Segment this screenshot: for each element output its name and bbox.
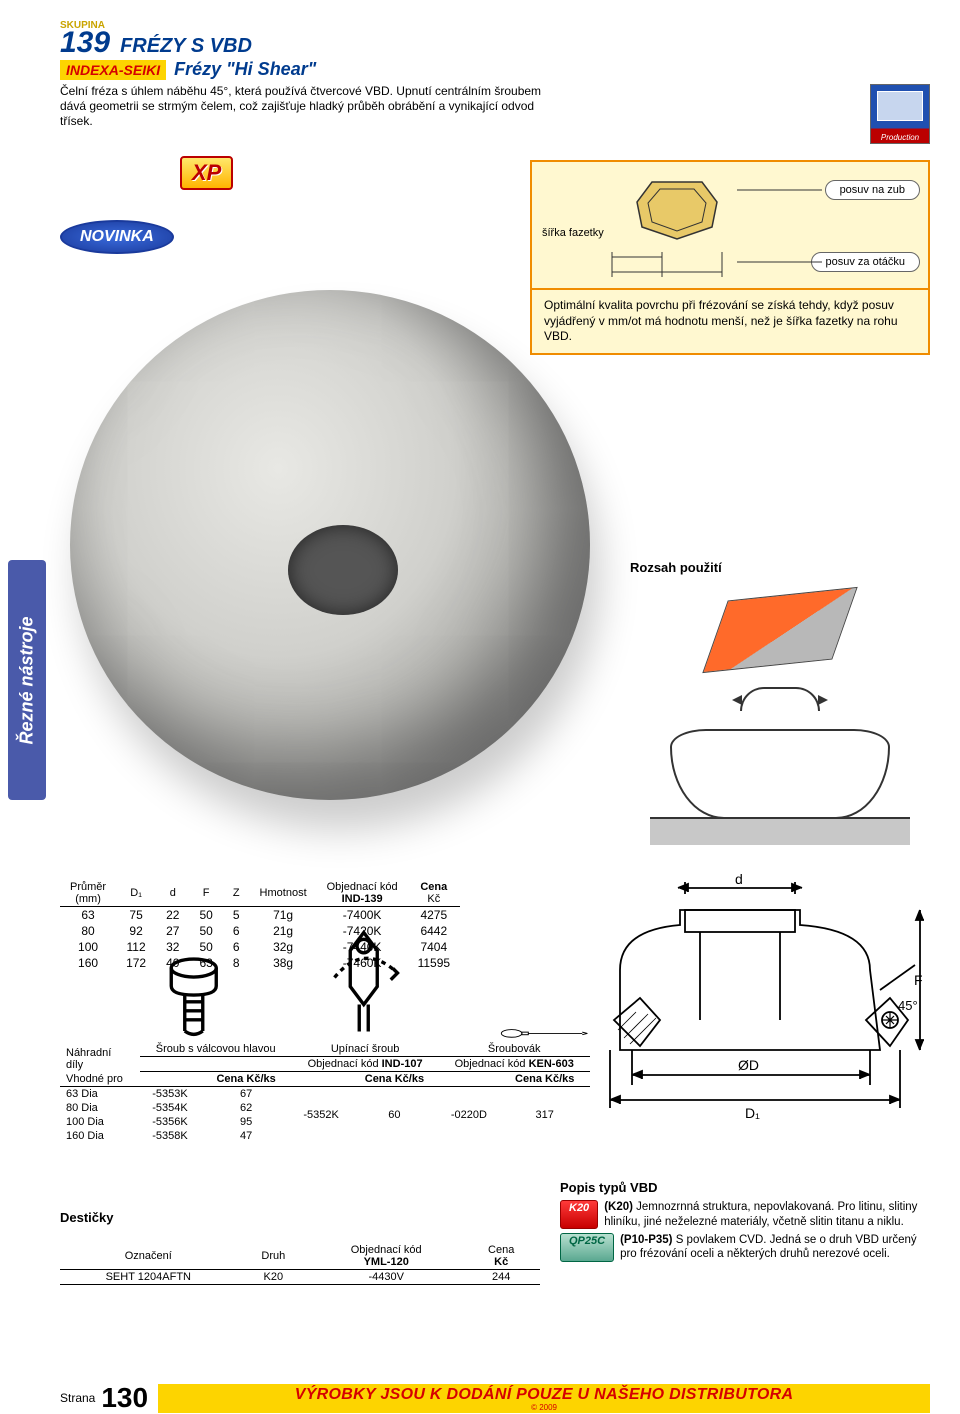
brand-badge: INDEXA-SEIKI bbox=[60, 60, 166, 80]
clamp-screw-icon bbox=[330, 928, 420, 1041]
inserts-title: Destičky bbox=[60, 1210, 540, 1225]
usage-section: Rozsah použití bbox=[630, 560, 930, 845]
spare-parts-section: NáhradnídílyŠroub s válcovou hlavouUpína… bbox=[60, 990, 590, 1143]
subtitle: Frézy "Hi Shear" bbox=[174, 59, 316, 80]
svg-text:ØD: ØD bbox=[738, 1057, 759, 1073]
product-photo bbox=[70, 290, 590, 800]
diagram-width-label: šířka fazetky bbox=[542, 227, 604, 239]
inserts-section: Destičky OznačeníDruhObjednací kódYML-12… bbox=[60, 1210, 540, 1285]
header: SKUPINA 139 FRÉZY S VBD INDEXA-SEIKI Fré… bbox=[60, 20, 930, 144]
usage-workpiece-icon bbox=[702, 587, 857, 673]
novinka-badge: NOVINKA bbox=[60, 220, 174, 254]
vbd-title: Popis typů VBD bbox=[560, 1180, 930, 1196]
svg-text:d: d bbox=[735, 871, 743, 887]
feed-diagram: šířka fazetky posuv na zub posuv za otáč… bbox=[530, 160, 930, 355]
screwdriver-icon bbox=[500, 1027, 590, 1040]
xp-badge: XP bbox=[180, 156, 233, 190]
diagram-feed-tooth: posuv na zub bbox=[825, 180, 920, 200]
group-number: 139 bbox=[60, 31, 110, 55]
vbd-description: Popis typů VBD K20(K20) Jemnozrnná struk… bbox=[560, 1180, 930, 1266]
page-footer: Strana 130 VÝROBKY JSOU K DODÁNÍ POUZE U… bbox=[0, 1382, 960, 1414]
usage-title: Rozsah použití bbox=[630, 560, 930, 575]
usage-schematic bbox=[650, 695, 910, 845]
grade-badge: K20 bbox=[560, 1200, 598, 1229]
side-tab: Řezné nástroje bbox=[8, 560, 46, 800]
page-number: 130 bbox=[101, 1382, 148, 1414]
svg-text:D₁: D₁ bbox=[745, 1105, 760, 1121]
diagram-feed-rev: posuv za otáčku bbox=[811, 252, 921, 272]
page-label: Strana bbox=[60, 1391, 95, 1405]
svg-text:F: F bbox=[914, 972, 923, 988]
diagram-note: Optimální kvalita povrchu při frézování … bbox=[530, 290, 930, 355]
production-icon: Production bbox=[870, 84, 930, 144]
footer-banner: VÝROBKY JSOU K DODÁNÍ POUZE U NAŠEHO DIS… bbox=[158, 1384, 930, 1413]
cap-screw-icon bbox=[160, 950, 250, 1040]
svg-text:45°: 45° bbox=[898, 998, 918, 1013]
description: Čelní fréza s úhlem náběhu 45°, která po… bbox=[60, 84, 560, 129]
main-title: FRÉZY S VBD bbox=[120, 35, 252, 58]
cross-section-diagram: d 45° F ØD D₁ bbox=[570, 870, 930, 1130]
grade-badge: QP25C bbox=[560, 1233, 614, 1262]
